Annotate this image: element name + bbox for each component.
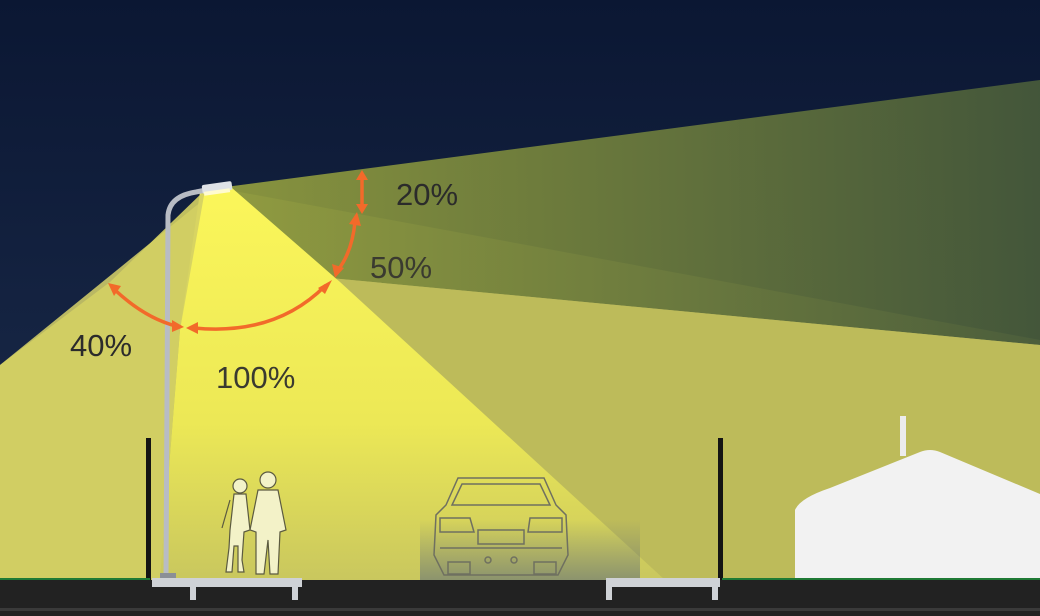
label-forward-upper-percent: 50% xyxy=(370,250,432,285)
right-curb xyxy=(606,578,720,600)
walking-couple-icon xyxy=(221,471,287,575)
right-post xyxy=(718,438,723,580)
car-rear-icon xyxy=(433,477,569,576)
tent-building-icon xyxy=(795,416,1040,580)
arrow-forward-main xyxy=(192,284,327,331)
label-backward-percent: 40% xyxy=(70,328,132,363)
road-edge-line xyxy=(0,608,1040,611)
car-shadow xyxy=(420,520,640,580)
main-light-beam xyxy=(160,188,665,580)
backward-light-beam xyxy=(0,190,205,580)
left-curb xyxy=(152,578,302,600)
left-post xyxy=(146,438,151,580)
label-forward-main-percent: 100% xyxy=(216,360,295,395)
label-upper-percent: 20% xyxy=(396,177,458,212)
upper-light-beam xyxy=(218,80,1040,345)
forward-upper-beam xyxy=(218,188,1040,580)
arrow-backward xyxy=(113,288,178,328)
distribution-arrows xyxy=(108,170,368,334)
street-lamp-icon xyxy=(160,181,233,581)
